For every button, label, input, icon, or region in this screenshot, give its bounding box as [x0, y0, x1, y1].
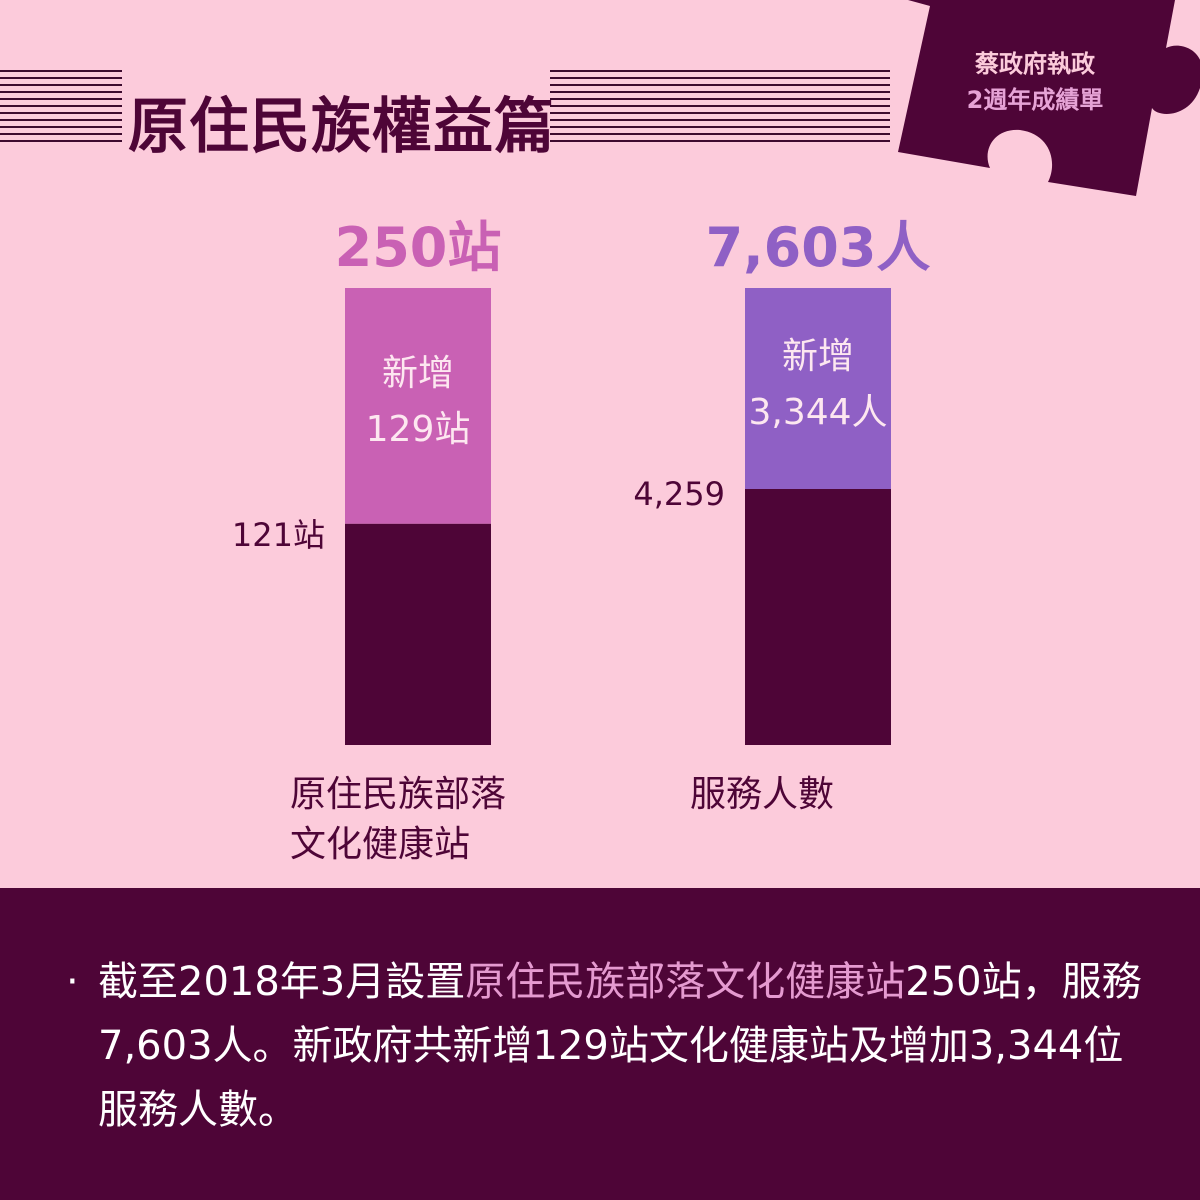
badge-line-2: 2週年成績單	[966, 86, 1104, 114]
bar-base-0	[345, 523, 491, 745]
category-label-0-line-2: 文化健康站	[290, 824, 471, 865]
bar-total-label-1: 7,603人	[705, 216, 931, 279]
category-label-1: 服務人數	[690, 770, 834, 820]
category-label-0: 原住民族部落 文化健康站	[290, 770, 506, 870]
added-label-1-line-1: 新增	[781, 335, 854, 377]
note-text-before: 截至2018年3月設置	[98, 959, 466, 1005]
added-label-1-line-2: 3,344人	[748, 391, 888, 433]
page-title: 原住民族權益篇	[128, 92, 555, 162]
bar-total-label-0: 250站	[334, 216, 502, 279]
puzzle-badge-icon	[898, 0, 1200, 196]
base-label-0: 121站	[231, 515, 325, 554]
added-label-0-line-2: 129站	[365, 408, 471, 450]
note-text: 截至2018年3月設置原住民族部落文化健康站250站，服務7,603人。新政府共…	[98, 950, 1148, 1142]
badge-line-1: 蔡政府執政	[975, 50, 1095, 78]
bar-base-1	[745, 489, 891, 745]
title-stripes-left	[0, 70, 122, 147]
note-text-highlight: 原住民族部落文化健康站	[465, 959, 906, 1005]
category-label-0-line-1: 原住民族部落	[290, 774, 507, 815]
bar-added-1	[745, 288, 891, 490]
note-panel	[0, 888, 1200, 1200]
note-bullet: ·	[66, 959, 79, 1005]
added-label-0: 新增 129站	[345, 346, 491, 458]
added-label-1: 新增 3,344人	[745, 329, 891, 441]
note-text-after: 250站，服務7,603人。新政府共新增129站文化健康站及增加3,344位服務…	[98, 959, 1142, 1133]
title-stripes-right	[550, 70, 890, 147]
stacked-bar-chart	[345, 288, 891, 745]
bar-added-0	[345, 288, 491, 524]
base-label-1: 4,259	[633, 475, 725, 513]
category-label-1-line-1: 服務人數	[690, 774, 835, 815]
added-label-0-line-1: 新增	[381, 352, 454, 394]
